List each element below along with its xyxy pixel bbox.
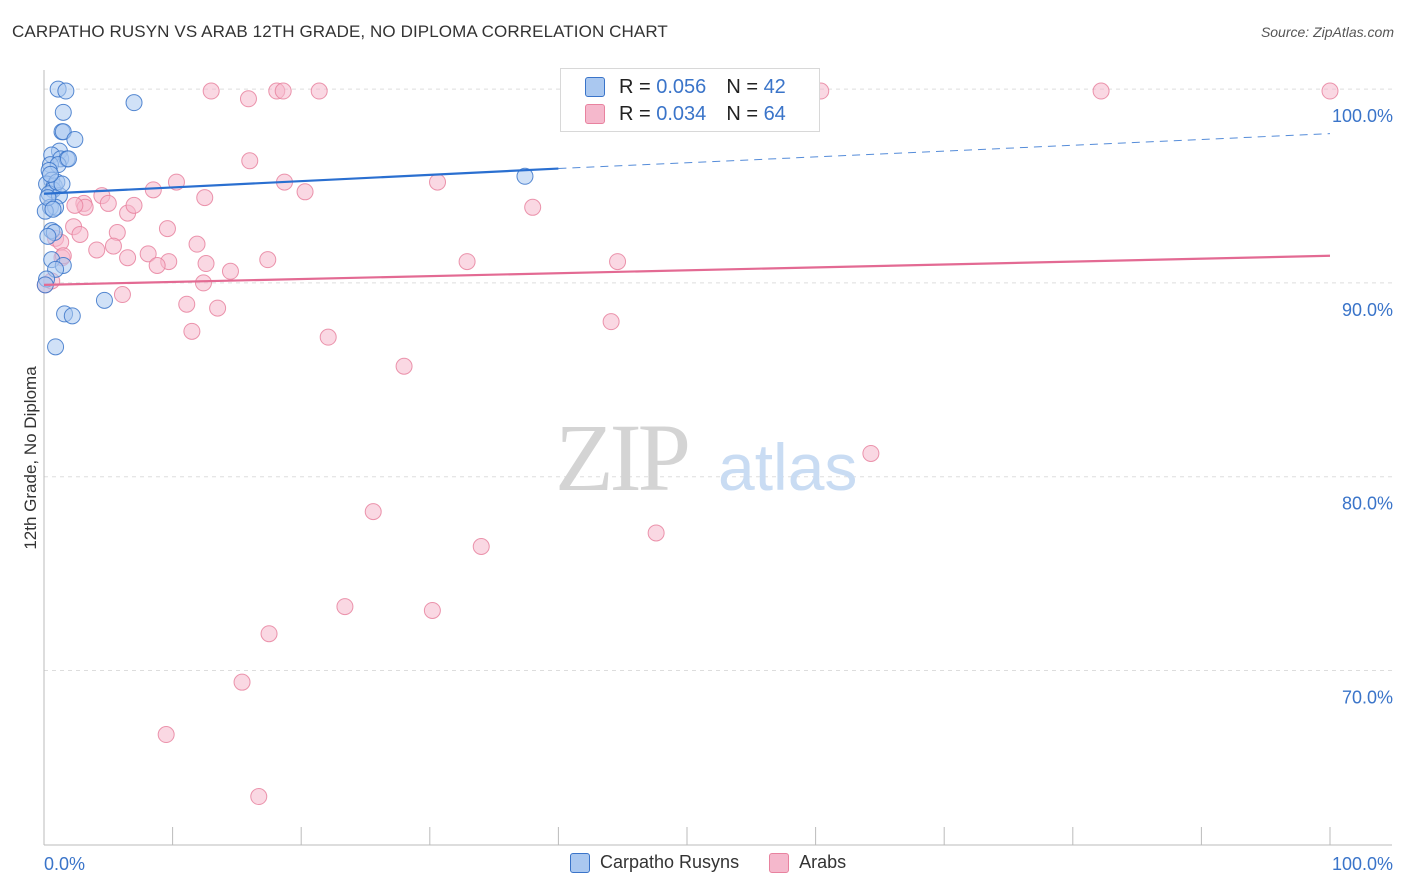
blue-swatch — [570, 852, 590, 873]
r-value: 0.056 — [656, 75, 707, 98]
data-point — [71, 225, 89, 243]
y-tick-label: 100.0% — [1332, 106, 1393, 126]
legend-item-arabs[interactable]: Arabs — [769, 852, 846, 873]
data-point — [139, 245, 157, 263]
data-point — [336, 598, 354, 616]
data-point — [194, 274, 212, 292]
data-point — [54, 103, 72, 121]
data-point — [296, 183, 314, 201]
data-point — [41, 165, 59, 183]
data-point — [44, 200, 62, 218]
y-tick-label: 70.0% — [1342, 688, 1393, 708]
data-point — [310, 82, 328, 100]
blue-swatch — [585, 77, 605, 97]
data-point — [259, 251, 277, 269]
legend-label: Carpatho Rusyns — [600, 852, 740, 872]
data-point — [423, 601, 441, 619]
data-point — [99, 194, 117, 212]
n-label: N = — [726, 75, 758, 98]
data-point — [472, 538, 490, 556]
data-point — [113, 286, 131, 304]
data-point — [59, 150, 77, 168]
arabs-points — [36, 82, 1339, 806]
data-point — [125, 196, 143, 214]
data-point — [1092, 82, 1110, 100]
axes — [43, 70, 1392, 846]
data-point — [39, 227, 57, 245]
correlation-legend: R = 0.056 N = 42 R = 0.034 N = 64 — [560, 68, 820, 132]
data-point — [274, 82, 292, 100]
data-point — [250, 788, 268, 806]
data-point — [202, 82, 220, 100]
data-point — [364, 503, 382, 521]
r-label: R = — [619, 102, 651, 125]
data-point — [209, 299, 227, 317]
data-point — [178, 295, 196, 313]
r-label: R = — [619, 75, 651, 98]
data-point — [239, 90, 257, 108]
data-point — [157, 726, 175, 744]
series-legend: Carpatho Rusyns Arabs — [570, 852, 876, 873]
data-point — [119, 249, 137, 267]
x-tick-label: 0.0% — [44, 854, 85, 874]
x-tick-label: 100.0% — [1332, 854, 1393, 874]
pink-swatch — [769, 852, 790, 873]
y-tick-label: 80.0% — [1342, 494, 1393, 514]
data-point — [66, 130, 84, 148]
data-point — [144, 181, 162, 199]
legend-item-carpatho-rusyns[interactable]: Carpatho Rusyns — [570, 852, 739, 873]
carpatho-trend-extension — [558, 133, 1331, 170]
data-point — [458, 253, 476, 271]
data-point — [1321, 82, 1339, 100]
watermark-zip: ZIP — [555, 404, 688, 511]
data-point — [88, 241, 106, 259]
data-point — [233, 673, 251, 691]
data-point — [524, 198, 542, 216]
data-point — [188, 235, 206, 253]
chart-title: CARPATHO RUSYN VS ARAB 12TH GRADE, NO DI… — [12, 22, 668, 41]
data-point — [260, 625, 278, 643]
data-point — [602, 313, 620, 331]
n-value: 42 — [763, 75, 786, 98]
data-point — [516, 167, 534, 185]
data-point — [63, 307, 81, 325]
tick-labels: 100.0% 90.0% 80.0% 70.0% 0.0% 100.0% — [44, 106, 1393, 874]
data-point — [241, 152, 259, 170]
data-point — [221, 262, 239, 280]
data-point — [66, 196, 84, 214]
data-point — [609, 253, 627, 271]
data-point — [183, 322, 201, 340]
y-tick-label: 90.0% — [1342, 300, 1393, 320]
n-value: 64 — [763, 102, 786, 125]
n-label: N = — [726, 102, 758, 125]
arabs-trend-line — [43, 254, 1331, 286]
data-point — [148, 256, 166, 274]
gridlines — [44, 88, 1392, 672]
data-point — [197, 255, 215, 273]
data-point — [158, 220, 176, 238]
carpatho-trend-line — [43, 167, 559, 195]
data-point — [429, 173, 447, 191]
carpatho-rusyns-points — [36, 80, 534, 356]
y-axis-label: 12th Grade, No Diploma — [21, 366, 40, 550]
data-point — [196, 189, 214, 207]
data-point — [57, 82, 75, 100]
data-point — [395, 357, 413, 375]
trend-lines — [43, 133, 1331, 286]
pink-swatch — [585, 104, 605, 124]
source-label: Source: ZipAtlas.com — [1260, 24, 1394, 40]
r-value: 0.034 — [656, 102, 707, 125]
data-point — [95, 291, 113, 309]
legend-row-arabs: R = 0.034 N = 64 — [585, 102, 786, 126]
legend-label: Arabs — [799, 852, 847, 872]
data-point — [862, 444, 880, 462]
data-point — [47, 338, 65, 356]
watermark-atlas: atlas — [718, 430, 857, 504]
data-point — [319, 328, 337, 346]
data-point — [104, 237, 122, 255]
data-point — [647, 524, 665, 542]
legend-row-carpatho: R = 0.056 N = 42 — [585, 75, 786, 99]
data-point — [125, 94, 143, 112]
